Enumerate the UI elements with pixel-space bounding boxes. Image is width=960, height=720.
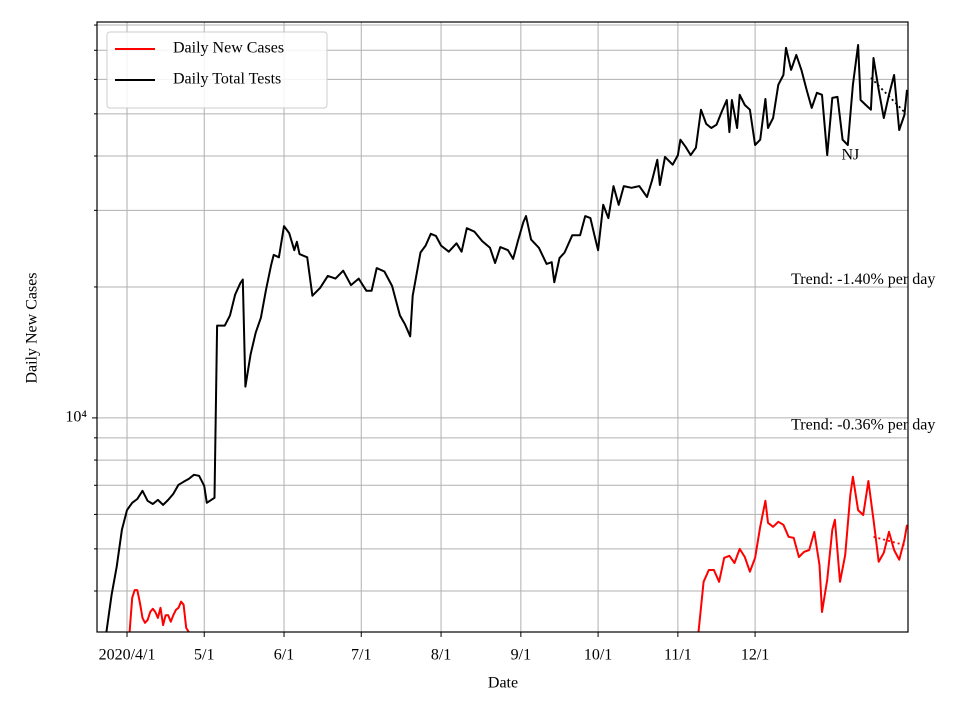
series-line — [105, 44, 908, 632]
trend-annotation: Trend: -1.40% per day — [791, 271, 935, 288]
x-tick-label: 11/1 — [664, 647, 692, 664]
x-tick-label: 7/1 — [351, 647, 371, 664]
legend-label: Daily Total Tests — [173, 71, 281, 88]
x-tick-label: 2020/4/1 — [99, 647, 156, 664]
trend-annotation: Trend: -0.36% per day — [791, 416, 935, 433]
legend-box — [106, 31, 328, 109]
ticks: 2020/4/1 5/1 6/1 7/1 8/1 9/1 10/1 11/1 12/1 10⁴ — [65, 24, 769, 664]
legend-label: Daily New Cases — [173, 40, 284, 57]
x-tick-label: 6/1 — [274, 647, 294, 664]
x-tick-label: 5/1 — [194, 647, 214, 664]
x-tick-label: 8/1 — [431, 647, 451, 664]
y-tick-label: 10⁴ — [65, 409, 87, 426]
state-label: NJ — [841, 147, 859, 164]
plot-lines — [105, 44, 908, 632]
x-tick-label: 12/1 — [741, 647, 769, 664]
x-tick-label: 9/1 — [511, 647, 531, 664]
y-axis-label: Daily New Cases — [24, 272, 41, 383]
plot-frame — [96, 21, 909, 633]
x-axis-label: Date — [488, 675, 518, 692]
series-line — [128, 475, 908, 632]
trend-line — [873, 535, 905, 546]
legend: Daily New Cases Daily Total Tests — [106, 31, 328, 109]
x-tick-label: 10/1 — [584, 647, 612, 664]
